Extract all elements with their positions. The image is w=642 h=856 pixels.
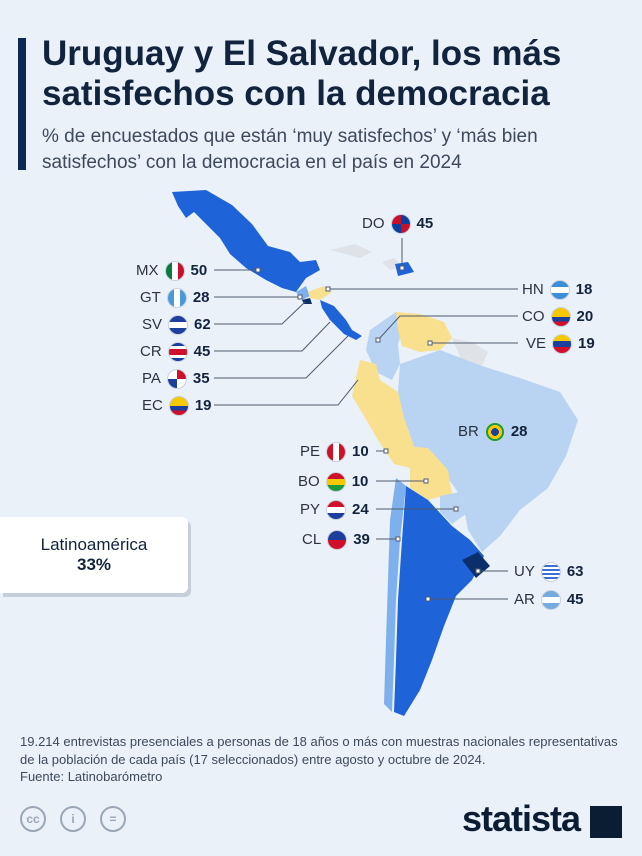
- statista-logo[interactable]: statista: [462, 798, 581, 839]
- country-value: 45: [566, 591, 584, 608]
- map-paraguay: [440, 492, 466, 524]
- footnote: 19.214 entrevistas presenciales a person…: [20, 734, 618, 767]
- country-value: 35: [192, 370, 210, 387]
- argentina-flag: [540, 590, 561, 611]
- uruguay-flag: [540, 562, 561, 583]
- attribution-icon[interactable]: i: [60, 806, 86, 832]
- country-label-co: CO 20: [522, 307, 594, 328]
- country-label-gt: GT 28: [140, 288, 210, 309]
- map-mexico: [172, 190, 320, 292]
- country-code: BR: [458, 423, 479, 440]
- brazil-flag: [484, 422, 505, 443]
- title-accent-bar: [18, 38, 26, 170]
- country-code: PE: [300, 443, 321, 460]
- map-colombia: [366, 312, 404, 380]
- country-code: VE: [526, 335, 547, 352]
- country-label-do: DO 45: [362, 214, 434, 235]
- country-label-py: PY 24: [300, 500, 369, 521]
- guatemala-flag: [166, 288, 187, 309]
- caribbean-islands: [330, 244, 402, 270]
- country-label-pe: PE 10: [300, 442, 369, 463]
- country-value: 28: [510, 423, 528, 440]
- country-value: 45: [193, 343, 211, 360]
- costa-rica-flag: [167, 342, 188, 363]
- country-code: AR: [514, 591, 535, 608]
- leader-sv: [214, 301, 306, 325]
- country-label-ve: VE 19: [526, 334, 595, 355]
- ecuador-flag: [168, 396, 189, 417]
- country-code: GT: [140, 289, 161, 306]
- country-code: BO: [298, 473, 320, 490]
- statista-logo-mark: [590, 806, 622, 838]
- country-value: 10: [351, 473, 369, 490]
- chile-flag: [327, 530, 348, 551]
- country-code: UY: [514, 563, 535, 580]
- map-venezuela: [396, 312, 452, 352]
- map-costa-rica-panama: [320, 300, 362, 340]
- country-code: CO: [522, 308, 545, 325]
- leader-ec: [214, 379, 359, 406]
- country-value: 24: [352, 501, 369, 518]
- country-value: 50: [190, 262, 208, 279]
- map-bolivia: [404, 446, 452, 500]
- map-chile: [384, 478, 406, 712]
- country-label-hn: HN 18: [522, 280, 593, 301]
- country-value: 19: [578, 335, 595, 352]
- no-derivatives-icon[interactable]: =: [100, 806, 126, 832]
- country-label-ec: EC 19: [142, 396, 212, 417]
- country-label-pa: PA 35: [142, 369, 210, 390]
- country-code: CL: [302, 531, 322, 548]
- country-value: 39: [353, 531, 370, 548]
- map-peru: [352, 378, 414, 468]
- source-note: Fuente: Latinobarómetro: [20, 769, 163, 784]
- country-code: HN: [522, 281, 544, 298]
- peru-flag: [326, 442, 347, 463]
- paraguay-flag: [326, 500, 347, 521]
- country-label-sv: SV 62: [142, 315, 211, 336]
- panama-flag: [166, 369, 187, 390]
- country-code: DO: [362, 215, 385, 232]
- leader-pa: [214, 335, 349, 379]
- country-label-cl: CL 39: [302, 530, 370, 551]
- honduras-flag: [549, 280, 570, 301]
- country-label-uy: UY 63: [514, 562, 584, 583]
- country-label-ar: AR 45: [514, 590, 584, 611]
- country-value: 20: [576, 308, 594, 325]
- country-code: PA: [142, 370, 161, 387]
- country-code: PY: [300, 501, 321, 518]
- country-label-bo: BO 10: [298, 472, 369, 493]
- map-argentina: [394, 486, 484, 716]
- country-label-cr: CR 45: [140, 342, 211, 363]
- colombia-flag: [550, 307, 571, 328]
- map-brazil: [398, 350, 578, 552]
- country-value: 63: [566, 563, 584, 580]
- country-code: CR: [140, 343, 162, 360]
- cc-icon[interactable]: cc: [20, 806, 46, 832]
- bolivia-flag: [325, 472, 346, 493]
- country-code: EC: [142, 397, 163, 414]
- dominican-republic-flag: [390, 214, 411, 235]
- country-value: 18: [575, 281, 593, 298]
- country-code: MX: [136, 262, 159, 279]
- mexico-flag: [164, 261, 185, 282]
- country-code: SV: [142, 316, 163, 333]
- country-value: 10: [352, 443, 369, 460]
- country-value: 45: [416, 215, 434, 232]
- el-salvador-flag: [168, 315, 189, 336]
- leader-co2: [377, 315, 401, 341]
- average-value: 33%: [76, 555, 112, 574]
- country-label-mx: MX 50: [136, 261, 208, 282]
- average-label: Latinoamérica: [40, 535, 148, 554]
- chart-subtitle: % de encuestados que están ‘muy satisfec…: [42, 126, 538, 173]
- venezuela-flag: [552, 334, 573, 355]
- country-value: 62: [194, 316, 211, 333]
- leader-cr: [214, 321, 331, 352]
- chart-title: Uruguay y El Salvador, los más satisfech…: [42, 34, 562, 113]
- average-callout: Latinoamérica 33%: [0, 517, 188, 593]
- country-value: 28: [192, 289, 210, 306]
- country-value: 19: [194, 397, 212, 414]
- country-label-br: BR 28: [458, 422, 528, 443]
